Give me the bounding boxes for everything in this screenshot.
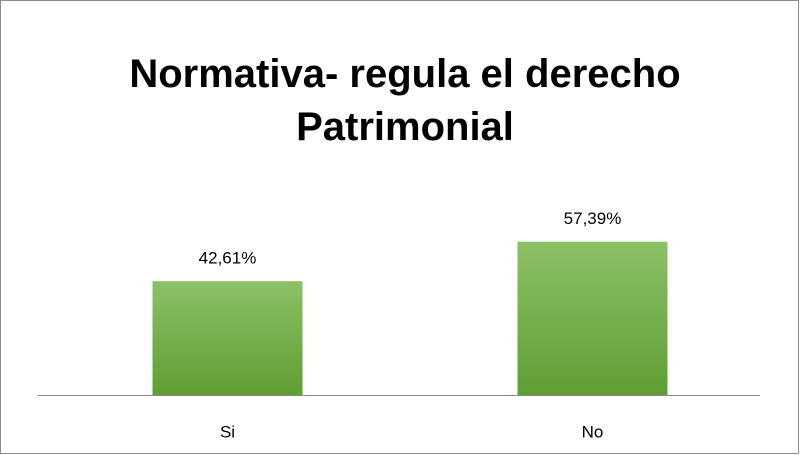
x-tick-label: No xyxy=(582,422,604,441)
bar xyxy=(517,241,668,395)
data-label: 57,39% xyxy=(564,209,622,228)
x-tick-label: Si xyxy=(220,422,235,441)
bar xyxy=(152,281,303,395)
data-label: 42,61% xyxy=(199,249,257,268)
chart-title: Normativa- regula el derecho Patrimonial xyxy=(129,52,681,149)
